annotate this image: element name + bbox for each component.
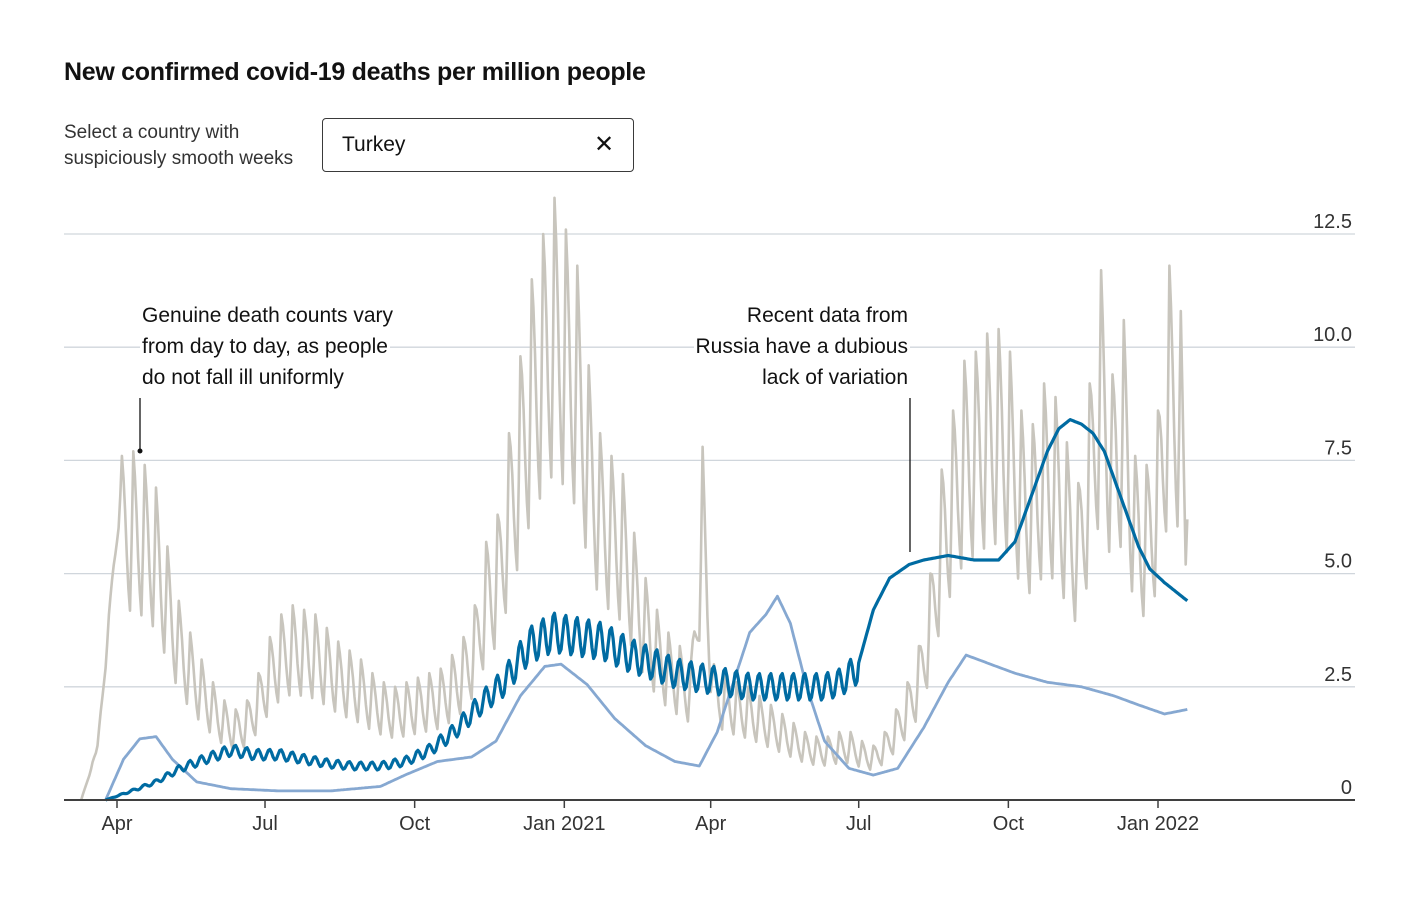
- x-tick-label: Jul: [846, 813, 872, 835]
- x-tick-label: Oct: [399, 813, 431, 835]
- x-tick-label: Jan 2021: [523, 813, 605, 835]
- y-tick-label: 0: [1341, 777, 1352, 799]
- country-select[interactable]: Turkey ✕: [322, 118, 634, 172]
- y-tick-label: 10.0: [1313, 324, 1352, 346]
- annotation-russia-line-2: Russia have a dubious: [693, 331, 910, 362]
- annotation-genuine-line-1: Genuine death counts vary: [140, 300, 395, 331]
- annotation-genuine-line-3: do not fall ill uniformly: [140, 362, 346, 393]
- x-tick-label: Jul: [252, 813, 278, 835]
- selected-country: Turkey: [342, 133, 406, 156]
- annotation-genuine-line-2: from day to day, as people: [140, 331, 390, 362]
- y-tick-label: 2.5: [1324, 664, 1352, 686]
- series-line-turkey: [104, 594, 1188, 801]
- annotation-russia-line-3: lack of variation: [760, 362, 910, 393]
- series-line-genuine: [79, 196, 1189, 801]
- selector-label: Select a country with suspiciously smoot…: [64, 120, 293, 172]
- chart-title: New confirmed covid-19 deaths per millio…: [64, 58, 646, 86]
- close-icon[interactable]: ✕: [593, 131, 615, 158]
- x-tick-label: Jan 2022: [1117, 813, 1199, 835]
- x-tick-label: Apr: [695, 813, 726, 835]
- x-tick-label: Apr: [101, 813, 132, 835]
- y-tick-label: 7.5: [1324, 437, 1352, 459]
- annotation-marker-left: [137, 448, 143, 454]
- y-tick-label: 12.5: [1313, 211, 1352, 233]
- annotation-russia: Recent data from Russia have a dubious l…: [660, 300, 910, 393]
- series-line-russia: [105, 418, 1189, 802]
- selector-label-line-2: suspiciously smooth weeks: [64, 148, 294, 169]
- annotation-russia-line-1: Recent data from: [744, 300, 910, 331]
- annotation-genuine: Genuine death counts vary from day to da…: [140, 300, 395, 393]
- x-tick-label: Oct: [993, 813, 1025, 835]
- y-tick-label: 5.0: [1324, 551, 1352, 573]
- selector-label-line-1: Select a country with: [64, 122, 240, 143]
